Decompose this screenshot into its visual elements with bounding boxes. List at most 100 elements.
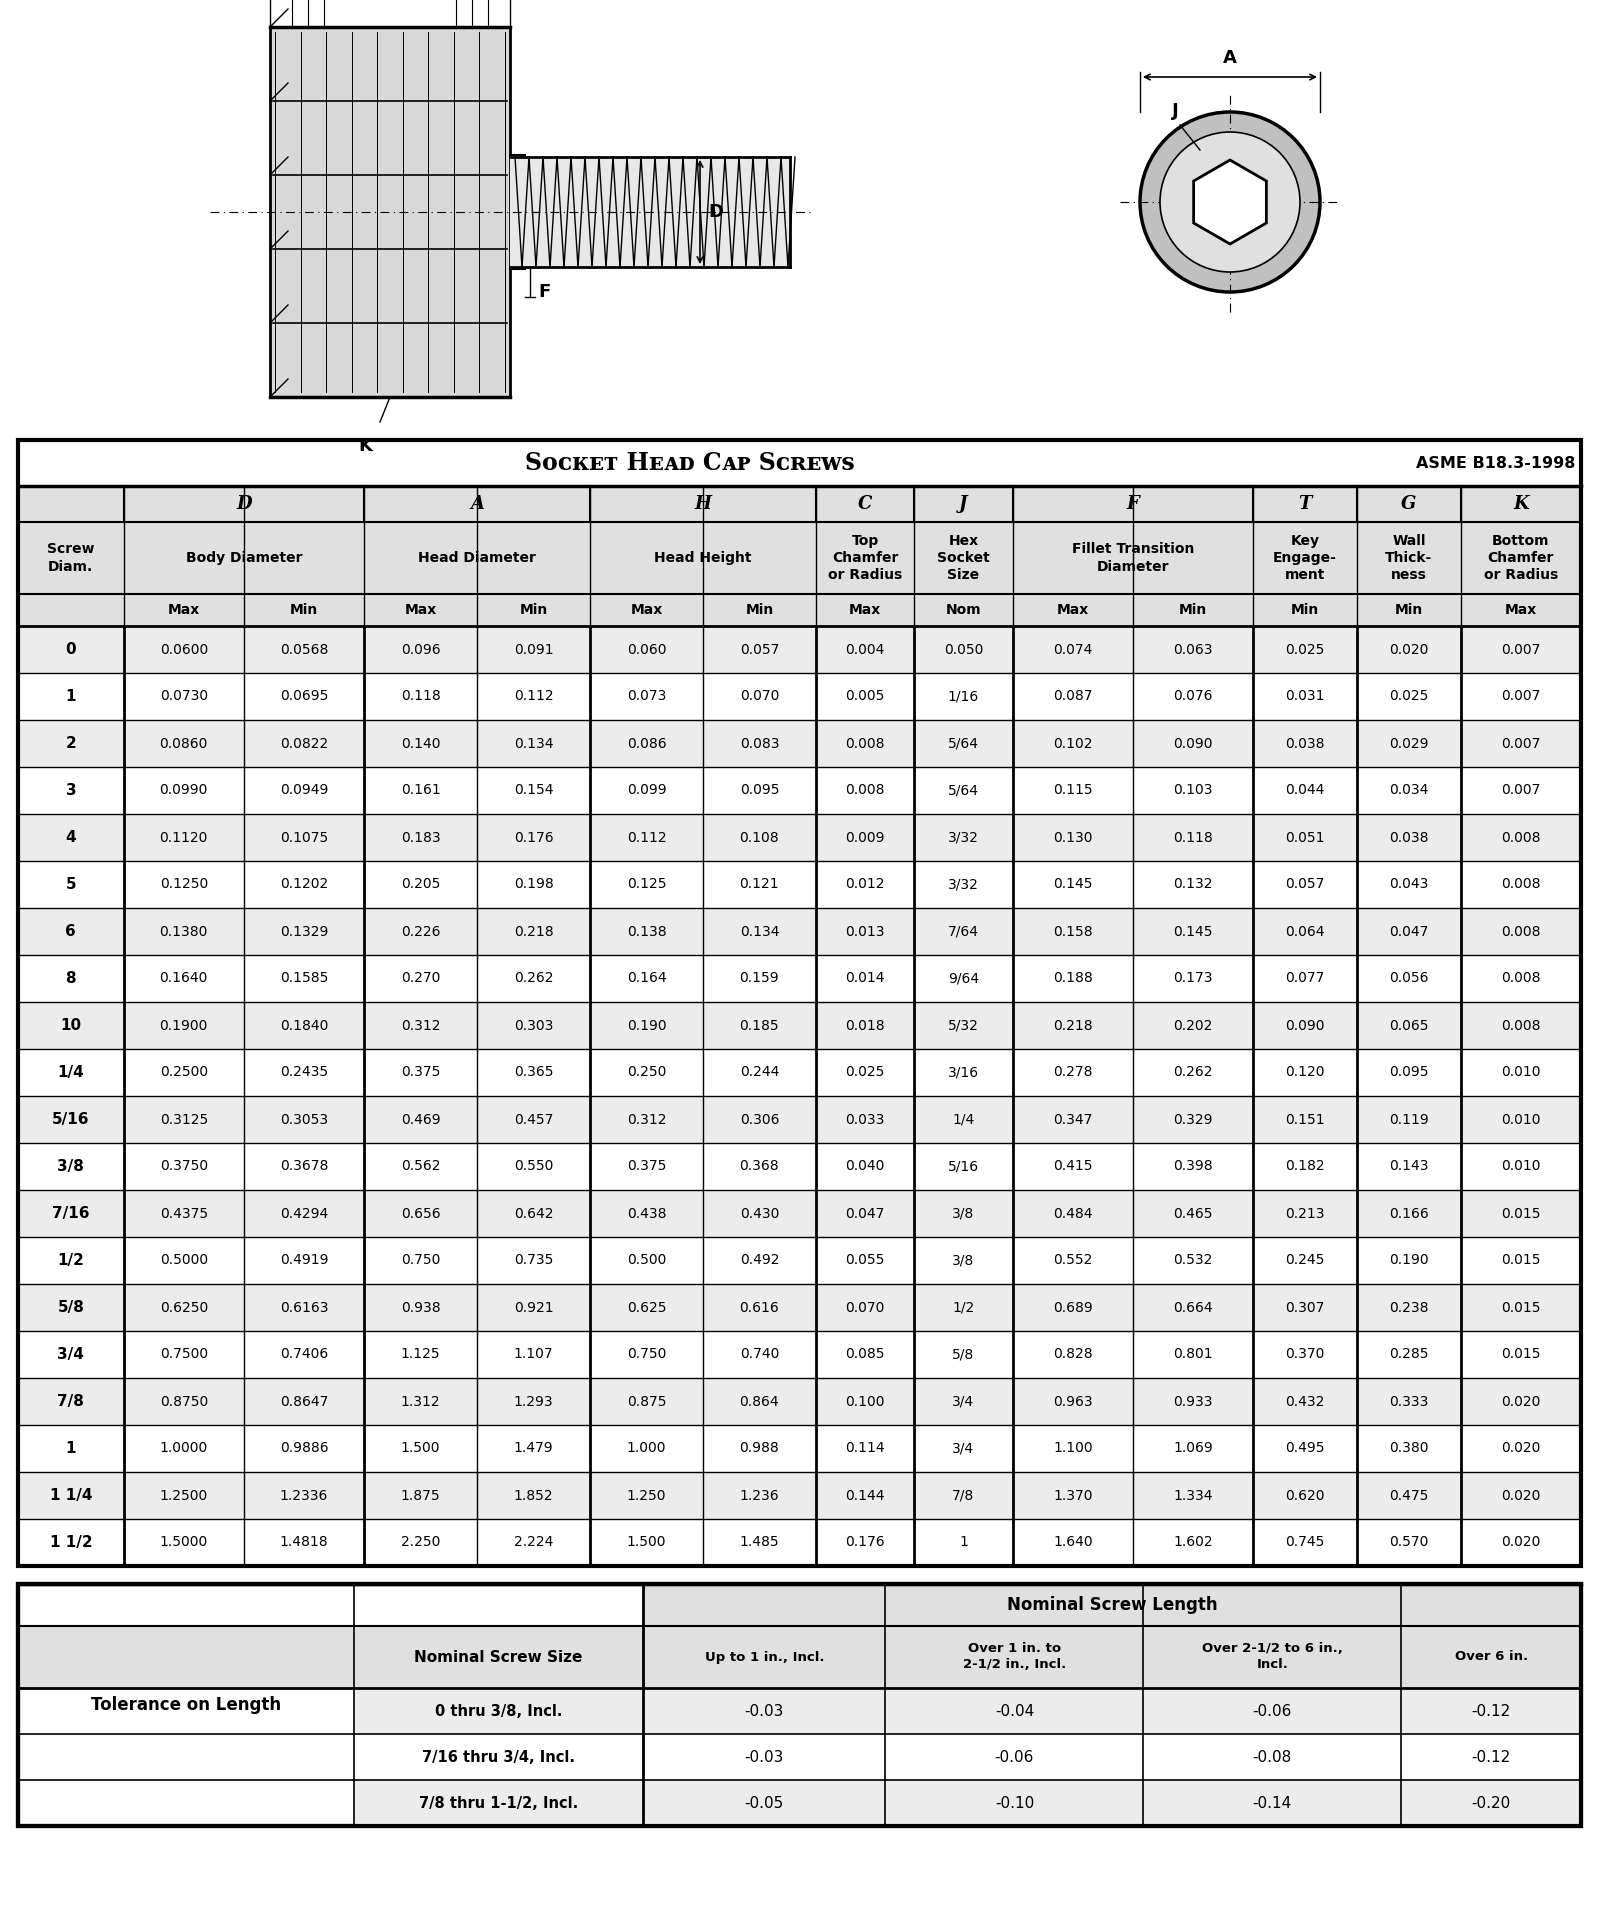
Text: 0.099: 0.099 bbox=[627, 784, 667, 798]
Text: 0.043: 0.043 bbox=[1390, 877, 1428, 891]
Text: 0.025: 0.025 bbox=[1286, 643, 1324, 657]
Text: 0.018: 0.018 bbox=[846, 1018, 884, 1032]
Text: 0.1900: 0.1900 bbox=[160, 1018, 208, 1032]
Text: 5/16: 5/16 bbox=[53, 1113, 90, 1126]
Text: 0.077: 0.077 bbox=[1286, 972, 1324, 985]
Text: -0.06: -0.06 bbox=[1252, 1704, 1292, 1718]
Text: -0.20: -0.20 bbox=[1471, 1795, 1511, 1810]
Text: 0.218: 0.218 bbox=[513, 925, 553, 939]
Text: 0.3125: 0.3125 bbox=[160, 1113, 208, 1126]
Text: 0.250: 0.250 bbox=[627, 1066, 667, 1080]
Text: 0.008: 0.008 bbox=[846, 736, 884, 750]
Text: 0.145: 0.145 bbox=[1054, 877, 1092, 891]
Text: 1.0000: 1.0000 bbox=[160, 1441, 208, 1455]
Text: 0.6163: 0.6163 bbox=[280, 1300, 328, 1314]
Bar bbox=[353, 1689, 1581, 1735]
Text: 0.007: 0.007 bbox=[1501, 643, 1540, 657]
Text: 0.495: 0.495 bbox=[1286, 1441, 1324, 1455]
Text: 0.3053: 0.3053 bbox=[280, 1113, 328, 1126]
Text: 0.057: 0.057 bbox=[740, 643, 779, 657]
Text: 0.020: 0.020 bbox=[1501, 1536, 1540, 1549]
Text: 0.745: 0.745 bbox=[1286, 1536, 1324, 1549]
Text: 0.550: 0.550 bbox=[513, 1159, 553, 1173]
Text: 0.159: 0.159 bbox=[740, 972, 779, 985]
Text: 1.500: 1.500 bbox=[627, 1536, 667, 1549]
Text: 1 1/4: 1 1/4 bbox=[50, 1488, 93, 1503]
Text: 7/16 thru 3/4, Incl.: 7/16 thru 3/4, Incl. bbox=[422, 1750, 576, 1764]
Text: 0.115: 0.115 bbox=[1052, 784, 1092, 798]
Text: 0.1120: 0.1120 bbox=[160, 831, 208, 844]
Text: 0.312: 0.312 bbox=[627, 1113, 667, 1126]
Text: 0.6250: 0.6250 bbox=[160, 1300, 208, 1314]
Bar bbox=[643, 1584, 1581, 1627]
Text: 0.007: 0.007 bbox=[1501, 736, 1540, 750]
Text: Top
Chamfer
or Radius: Top Chamfer or Radius bbox=[828, 533, 902, 582]
Text: 0.213: 0.213 bbox=[1286, 1206, 1324, 1221]
Text: 0.008: 0.008 bbox=[1501, 877, 1540, 891]
Text: 0.012: 0.012 bbox=[846, 877, 884, 891]
Text: 1.640: 1.640 bbox=[1052, 1536, 1092, 1549]
Text: Over 1 in. to
2-1/2 in., Incl.: Over 1 in. to 2-1/2 in., Incl. bbox=[963, 1642, 1067, 1671]
Text: 3/8: 3/8 bbox=[953, 1254, 974, 1267]
Text: 0.347: 0.347 bbox=[1054, 1113, 1092, 1126]
Text: 0.689: 0.689 bbox=[1052, 1300, 1092, 1314]
Text: 0.285: 0.285 bbox=[1390, 1347, 1428, 1362]
Bar bbox=[18, 1627, 1581, 1689]
Text: 0.484: 0.484 bbox=[1054, 1206, 1092, 1221]
Text: 0.134: 0.134 bbox=[513, 736, 553, 750]
Text: 0.005: 0.005 bbox=[846, 690, 884, 703]
Circle shape bbox=[1140, 112, 1321, 292]
Text: 0.183: 0.183 bbox=[401, 831, 440, 844]
Text: 0.740: 0.740 bbox=[740, 1347, 779, 1362]
Text: 0.465: 0.465 bbox=[1174, 1206, 1212, 1221]
Text: G: G bbox=[1401, 495, 1417, 514]
Text: 0.365: 0.365 bbox=[513, 1066, 553, 1080]
Text: 0.306: 0.306 bbox=[740, 1113, 779, 1126]
Text: 2.224: 2.224 bbox=[513, 1536, 553, 1549]
Text: 0.735: 0.735 bbox=[513, 1254, 553, 1267]
Text: 2: 2 bbox=[66, 736, 77, 752]
Text: 0.921: 0.921 bbox=[513, 1300, 553, 1314]
Text: 0.007: 0.007 bbox=[1501, 784, 1540, 798]
Text: 0.5000: 0.5000 bbox=[160, 1254, 208, 1267]
Text: 7/16: 7/16 bbox=[53, 1206, 90, 1221]
Text: 0.190: 0.190 bbox=[627, 1018, 667, 1032]
Text: 5/8: 5/8 bbox=[58, 1300, 85, 1316]
Text: 0.047: 0.047 bbox=[846, 1206, 884, 1221]
Text: Bottom
Chamfer
or Radius: Bottom Chamfer or Radius bbox=[1484, 533, 1557, 582]
Text: 0.038: 0.038 bbox=[1390, 831, 1428, 844]
Text: 0.750: 0.750 bbox=[401, 1254, 440, 1267]
Text: 0.020: 0.020 bbox=[1501, 1441, 1540, 1455]
Text: 0.020: 0.020 bbox=[1501, 1488, 1540, 1503]
Circle shape bbox=[1159, 131, 1300, 272]
Text: Max: Max bbox=[1505, 603, 1537, 616]
Bar bbox=[18, 1049, 1581, 1095]
Text: F: F bbox=[1126, 495, 1138, 514]
Text: 0.143: 0.143 bbox=[1390, 1159, 1428, 1173]
Text: 2.250: 2.250 bbox=[401, 1536, 440, 1549]
Text: 0.182: 0.182 bbox=[1286, 1159, 1326, 1173]
Text: 3/32: 3/32 bbox=[948, 831, 979, 844]
Text: 0.988: 0.988 bbox=[740, 1441, 779, 1455]
Text: Head Height: Head Height bbox=[654, 551, 752, 564]
Text: Screw
Diam.: Screw Diam. bbox=[46, 543, 94, 574]
Bar bbox=[18, 487, 1581, 522]
Text: 0.938: 0.938 bbox=[401, 1300, 440, 1314]
Text: 0.1202: 0.1202 bbox=[280, 877, 328, 891]
Text: Over 6 in.: Over 6 in. bbox=[1455, 1650, 1527, 1663]
Text: 0.801: 0.801 bbox=[1174, 1347, 1212, 1362]
Text: 0.040: 0.040 bbox=[846, 1159, 884, 1173]
Text: 0.9886: 0.9886 bbox=[280, 1441, 328, 1455]
Text: K: K bbox=[358, 437, 373, 456]
Text: 0.500: 0.500 bbox=[627, 1254, 667, 1267]
Bar bbox=[18, 1003, 1581, 1049]
Text: 0.198: 0.198 bbox=[513, 877, 553, 891]
Text: 0.188: 0.188 bbox=[1052, 972, 1092, 985]
Text: 0.164: 0.164 bbox=[627, 972, 667, 985]
Text: 0.492: 0.492 bbox=[740, 1254, 779, 1267]
Text: 0.090: 0.090 bbox=[1286, 1018, 1324, 1032]
Text: 1/4: 1/4 bbox=[58, 1065, 85, 1080]
Text: 10: 10 bbox=[61, 1018, 82, 1034]
Text: 0.025: 0.025 bbox=[1390, 690, 1428, 703]
Text: 1.4818: 1.4818 bbox=[280, 1536, 328, 1549]
